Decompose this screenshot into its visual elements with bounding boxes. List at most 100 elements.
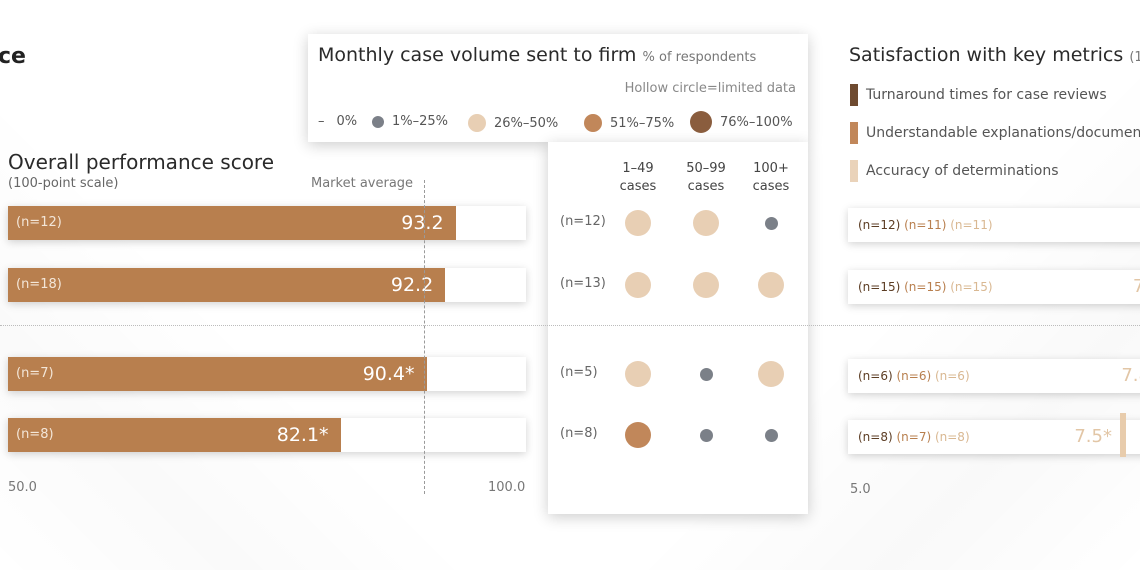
legend-label: 51%–75% (610, 115, 675, 131)
legend-item: 26%–50% (468, 114, 558, 132)
section-title: ce (0, 44, 26, 69)
legend-label: 1%–25% (392, 114, 449, 129)
case-volume-legend-panel (308, 34, 808, 142)
satisfaction-legend-label: Understandable explanations/documen (866, 125, 1140, 141)
performance-bar (8, 418, 341, 452)
satisfaction-n-1: (n=8) (858, 430, 897, 444)
legend-swatch (690, 111, 712, 133)
performance-bar (8, 206, 456, 240)
satisfaction-legend-swatch (850, 160, 858, 182)
satisfaction-n-3: (n=6) (934, 369, 970, 383)
satisfaction-row-n: (n=6) (n=6) (n=6) (858, 369, 970, 383)
satisfaction-bar-track (848, 359, 1140, 393)
satisfaction-row-n: (n=15) (n=15) (n=15) (858, 280, 993, 294)
performance-bar-n: (n=18) (16, 277, 62, 292)
case-row-n: (n=12) (560, 214, 606, 229)
case-volume-dot (693, 272, 719, 298)
legend-label: 0% (336, 114, 358, 129)
satisfaction-n-2: (n=15) (904, 280, 951, 294)
case-volume-dot (764, 216, 778, 230)
satisfaction-legend-swatch (850, 122, 858, 144)
legend-swatch (372, 115, 384, 128)
case-volume-dot (625, 422, 651, 448)
legend-dash-icon: – (318, 114, 325, 129)
satisfaction-n-3: (n=8) (934, 430, 970, 444)
satisfaction-n-1: (n=6) (858, 369, 897, 383)
legend-swatch (584, 114, 602, 132)
case-column-header: 1–49 cases (608, 160, 668, 196)
performance-chart-subtitle: (100-point scale) (8, 176, 119, 191)
case-volume-dot (625, 272, 651, 298)
case-volume-panel (548, 142, 808, 514)
performance-bar-value: 82.1* (276, 424, 329, 446)
case-volume-dot (764, 428, 778, 442)
case-row-n: (n=8) (560, 426, 598, 441)
legend-label: 76%–100% (720, 114, 793, 130)
satisfaction-title-suffix: (1– (1129, 50, 1140, 65)
performance-bar-value: 93.2 (401, 212, 444, 234)
satisfaction-value: 7.8 (1121, 365, 1140, 386)
case-volume-title-unit: % of respondents (642, 50, 757, 65)
satisfaction-bar-track (848, 270, 1140, 304)
performance-chart-title: Overall performance score (8, 150, 275, 174)
case-volume-dot (758, 361, 784, 387)
satisfaction-n-1: (n=12) (858, 218, 905, 232)
satisfaction-value: 7.5* (1074, 426, 1112, 447)
group-divider (0, 325, 1140, 326)
case-column-unit: cases (752, 179, 790, 194)
satisfaction-n-2: (n=6) (896, 369, 935, 383)
performance-bar-n: (n=8) (16, 427, 54, 442)
case-row-n: (n=5) (560, 365, 598, 380)
case-volume-dot (625, 361, 651, 387)
satisfaction-n-1: (n=15) (858, 280, 905, 294)
legend-item: –0% (318, 114, 357, 129)
satisfaction-accuracy-bar (1120, 413, 1126, 457)
case-column-range: 50–99 (686, 161, 726, 176)
case-column-header: 100+ cases (741, 160, 801, 196)
satisfaction-legend-item: Turnaround times for case reviews (850, 84, 1107, 106)
performance-bar-value: 92.2 (390, 274, 434, 296)
satisfaction-bar-track (848, 208, 1140, 242)
legend-item: 51%–75% (584, 114, 674, 132)
hollow-circle-note: Hollow circle=limited data (624, 81, 796, 96)
legend-label: 26%–50% (494, 115, 559, 131)
case-volume-title: Monthly case volume sent to firm % of re… (318, 44, 757, 66)
satisfaction-axis-min: 5.0 (850, 482, 871, 497)
performance-bar-n: (n=12) (16, 215, 62, 230)
legend-item: 1%–25% (372, 114, 448, 129)
case-column-header: 50–99 cases (676, 160, 736, 196)
satisfaction-legend-item: Accuracy of determinations (850, 160, 1059, 182)
market-average-label: Market average (311, 176, 414, 191)
satisfaction-n-3: (n=15) (950, 280, 993, 294)
case-volume-dot (699, 367, 713, 381)
satisfaction-n-2: (n=11) (904, 218, 951, 232)
performance-axis-max: 100.0 (488, 480, 526, 495)
satisfaction-n-2: (n=7) (896, 430, 935, 444)
satisfaction-value: 7. (1132, 276, 1140, 297)
case-volume-dot (758, 272, 784, 298)
legend-swatch (468, 114, 486, 132)
performance-bar-value: 90.4* (362, 363, 415, 385)
satisfaction-row-n: (n=12) (n=11) (n=11) (858, 218, 993, 232)
performance-bar (8, 268, 446, 302)
case-column-range: 100+ (753, 161, 789, 176)
case-column-unit: cases (619, 179, 657, 194)
performance-bar (8, 357, 427, 391)
performance-bar-n: (n=7) (16, 366, 54, 381)
satisfaction-legend-label: Accuracy of determinations (866, 163, 1059, 179)
case-volume-dot (693, 210, 719, 236)
case-column-range: 1–49 (622, 161, 654, 176)
satisfaction-legend-label: Turnaround times for case reviews (866, 87, 1107, 103)
satisfaction-legend-item: Understandable explanations/documen (850, 122, 1140, 144)
performance-axis-min: 50.0 (8, 480, 37, 495)
legend-item: 76%–100% (690, 111, 793, 133)
case-volume-dot (625, 210, 651, 236)
satisfaction-bar-track (848, 420, 1140, 454)
satisfaction-n-3: (n=11) (950, 218, 993, 232)
satisfaction-row-n: (n=8) (n=7) (n=8) (858, 430, 970, 444)
satisfaction-title: Satisfaction with key metrics (1– (849, 44, 1140, 66)
case-column-unit: cases (687, 179, 725, 194)
market-average-line (424, 180, 425, 494)
case-row-n: (n=13) (560, 276, 606, 291)
case-volume-dot (699, 428, 713, 442)
